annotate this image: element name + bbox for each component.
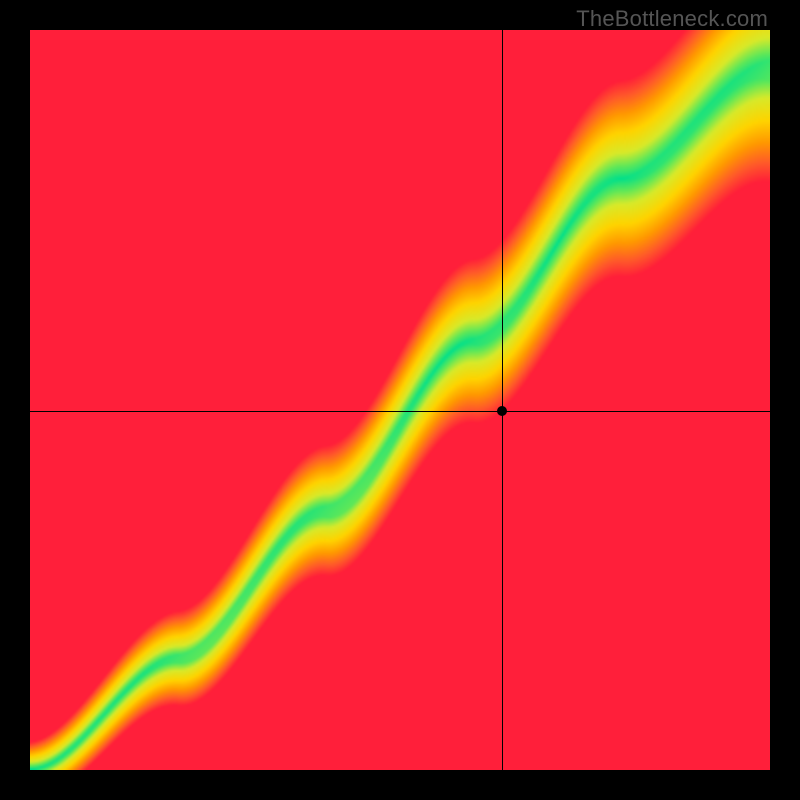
plot-area (30, 30, 770, 770)
watermark-text: TheBottleneck.com (576, 6, 768, 32)
crosshair-horizontal (30, 411, 770, 412)
heatmap-canvas (30, 30, 770, 770)
crosshair-marker (497, 406, 507, 416)
crosshair-vertical (502, 30, 503, 770)
